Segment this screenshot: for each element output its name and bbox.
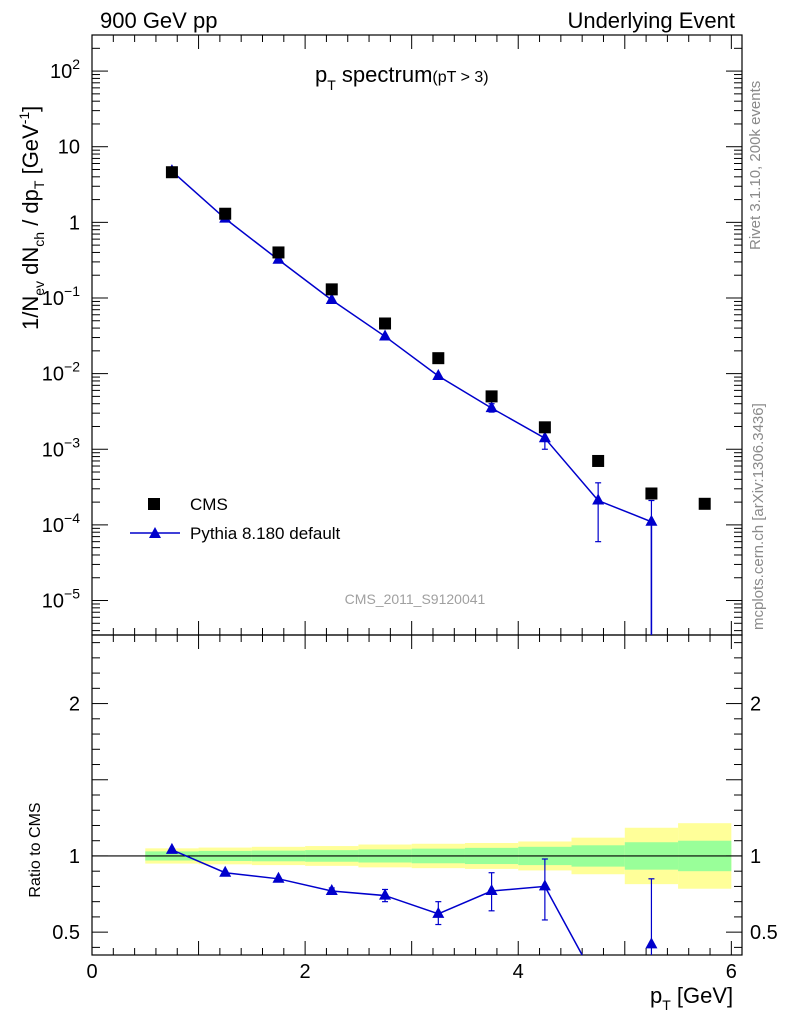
top-panel-frame xyxy=(91,34,743,636)
rivet-version-label: Rivet 3.1.10, 200k events xyxy=(747,81,764,250)
cms-point xyxy=(432,352,445,365)
chart-title-rest: spectrum xyxy=(336,62,433,87)
legend-mc-label: Pythia 8.180 default xyxy=(190,524,341,543)
mc-ratio-point xyxy=(219,865,232,877)
top-y-tick-label: 10−3 xyxy=(42,434,80,461)
mcplots-label: mcplots.cern.ch [arXiv:1306.3436] xyxy=(750,403,767,630)
top-y-tick-label: 10−5 xyxy=(42,586,80,613)
ratio-y-tick-label-right: 2 xyxy=(750,694,761,716)
cms-point xyxy=(325,283,338,296)
x-axis-label: pT [GeV] xyxy=(650,983,733,1013)
mc-ratio-point xyxy=(379,888,392,900)
legend-cms-label: CMS xyxy=(190,495,228,514)
chart-title-main: p xyxy=(315,62,327,87)
cms-point xyxy=(165,166,178,179)
cms-point xyxy=(592,454,605,467)
top-y-tick-label: 10−1 xyxy=(42,283,80,310)
legend-mc-marker xyxy=(149,527,161,538)
ratio-y-tick-label-right: 0.5 xyxy=(750,922,778,944)
ratio-y-tick-label-right: 1 xyxy=(750,846,761,868)
chart-title: pT spectrum(pT > 3) xyxy=(315,62,489,93)
mc-point xyxy=(485,401,498,413)
x-tick-label: 4 xyxy=(513,961,524,983)
ratio-y-tick-label-left: 0.5 xyxy=(52,922,80,944)
x-tick-label: 6 xyxy=(726,961,737,983)
legend: CMS Pythia 8.180 default xyxy=(130,495,341,543)
cms-point xyxy=(485,390,498,403)
header-left-label: 900 GeV pp xyxy=(100,8,217,33)
cms-point xyxy=(219,207,232,220)
chart-title-subscript: T xyxy=(327,77,336,93)
mc-ratio-point xyxy=(538,879,551,891)
x-tick-label: 2 xyxy=(300,961,311,983)
top-y-tick-label: 102 xyxy=(50,56,80,83)
analysis-id-label: CMS_2011_S9120041 xyxy=(345,591,486,607)
mc-series-line xyxy=(171,170,653,635)
ratio-y-tick-label-left: 2 xyxy=(69,694,80,716)
mc-point xyxy=(432,369,445,381)
top-y-tick-label: 10−4 xyxy=(42,510,80,537)
mc-point xyxy=(379,329,392,341)
header-right-label: Underlying Event xyxy=(567,8,735,33)
mc-point xyxy=(325,293,338,305)
mc-point xyxy=(538,431,551,443)
legend-cms-marker xyxy=(148,498,160,510)
cms-point xyxy=(538,421,551,434)
top-y-tick-label: 10 xyxy=(58,137,80,159)
top-y-tick-label: 10−2 xyxy=(42,359,80,386)
mc-ratio-point xyxy=(325,884,338,895)
mc-ratio-point xyxy=(485,884,498,895)
mc-ratio-point xyxy=(272,871,285,883)
ratio-y-axis-label: Ratio to CMS xyxy=(27,802,44,897)
mc-point xyxy=(592,493,605,505)
cms-point xyxy=(645,487,658,500)
x-tick-label: 0 xyxy=(86,961,97,983)
cms-point xyxy=(379,317,392,330)
cms-point xyxy=(698,497,711,510)
mc-ratio-point xyxy=(165,842,178,854)
mc-point xyxy=(645,514,658,526)
chart-title-cut: (pT > 3) xyxy=(432,69,488,86)
ratio-y-tick-label-left: 1 xyxy=(69,846,80,868)
mc-ratio-point xyxy=(432,906,445,918)
cms-point xyxy=(272,246,285,259)
mc-ratio-point xyxy=(645,937,658,949)
top-y-tick-label: 1 xyxy=(69,212,80,234)
